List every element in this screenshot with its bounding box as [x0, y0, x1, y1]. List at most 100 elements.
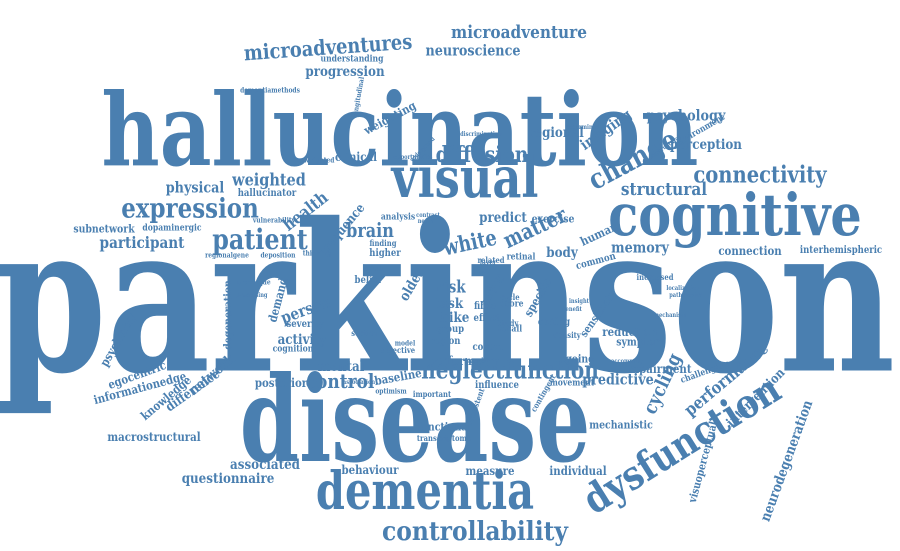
word-model: model [394, 338, 416, 348]
word-belief: belief [354, 275, 382, 286]
word-movement: movement [549, 378, 595, 389]
word-thinking: thinking [302, 248, 332, 258]
word-discrimination: discrimination [460, 131, 502, 138]
word-connection: connection [718, 244, 782, 258]
word-association: association [342, 379, 376, 386]
word-feature: feature [464, 358, 486, 365]
word-controllability: controllability [382, 517, 568, 547]
word-exercise: exercise [531, 212, 575, 226]
word-weighted: weighted [232, 170, 306, 191]
word-neglectfunction: neglectfunction [421, 355, 599, 385]
word-physical: physical [165, 178, 225, 197]
word-effect: effect [473, 313, 501, 324]
word-contrast: contrast [416, 212, 440, 219]
word-memory: memory [611, 238, 669, 257]
word-analysis: analysis [380, 212, 416, 223]
word-related: related [477, 255, 505, 265]
word-fibre: fibre [473, 301, 497, 312]
word-severity: severity [286, 319, 324, 330]
word-bike: bike [440, 310, 470, 326]
word-determined: determined [566, 124, 600, 131]
word-mental: mental [317, 359, 365, 375]
word-processing: processing [236, 292, 268, 299]
word-outdoor: outdoor [472, 355, 500, 365]
word-body: body [546, 245, 578, 261]
word-degeneration: degeneration [221, 280, 235, 350]
word-section: section [351, 328, 379, 338]
word-reduction: reduction [602, 325, 658, 339]
word-participant: participant [99, 233, 185, 252]
word-dopaminergic: dopaminergic [142, 223, 202, 234]
word-perception: perception [670, 137, 742, 153]
word-deposition: deposition [260, 250, 296, 260]
word-hallucination: hallucination [101, 71, 699, 189]
word-adult: adult [364, 263, 384, 273]
word-coding: coding [537, 317, 571, 328]
word-cognitive: cognitive [608, 181, 862, 249]
word-loss: loss [473, 266, 491, 277]
word-mechanism: mechanism [653, 312, 687, 319]
word-layer: layer [479, 257, 497, 267]
word-structural: structural [620, 179, 708, 200]
word-dementiamethods: dementiamethods [240, 85, 300, 95]
word-microadventure: microadventure [451, 22, 587, 43]
word-mechanistic: mechanistic [589, 418, 653, 432]
word-vulnerability: vulnerability [252, 215, 296, 225]
word-measure: measure [465, 464, 515, 478]
word-increased: increased [636, 272, 674, 282]
word-finding: finding [369, 238, 397, 248]
word-macrostructural: macrostructural [107, 430, 201, 444]
word-localization: localization [666, 285, 700, 292]
word-cohort: cohort [472, 342, 504, 353]
word-diffusion: diffusion [435, 142, 529, 168]
word-impairment: impairment [624, 362, 692, 376]
word-neuroscience: neuroscience [425, 41, 521, 60]
word-clinical: clinical [335, 150, 377, 164]
word-hallucinator: hallucinator [237, 188, 297, 199]
word-objective: objective [380, 345, 416, 355]
word-region: region [429, 336, 461, 347]
word-regional: regional [528, 125, 584, 141]
word-questionnaire: questionnaire [181, 471, 275, 487]
word-technique: technique [237, 277, 271, 287]
word-higher: higher [369, 248, 401, 259]
word-insight: insight [568, 298, 590, 305]
word-disease: disease [239, 350, 591, 489]
word-score: score [500, 299, 524, 310]
word-connectivity: connectivity [693, 161, 827, 189]
word-group: group [435, 324, 465, 335]
word-predictive: predictive [582, 370, 654, 389]
word-parkinson: parkinson [0, 179, 896, 420]
word-neural: neural [417, 218, 437, 225]
word-ageing: ageing [559, 352, 595, 366]
word-influence: influence [475, 380, 519, 391]
word-opportunities: opportunities [393, 154, 433, 161]
word-important: important [412, 389, 452, 399]
word-patient: patient [212, 223, 308, 256]
word-retinal: retinal [506, 252, 536, 263]
word-task: task [434, 296, 464, 312]
word-accompany: accompany [611, 358, 643, 365]
word-activity: activity [277, 332, 327, 348]
word-subnetwork: subnetwork [73, 222, 135, 236]
word-study: study [497, 318, 519, 328]
word-transcriptome: transcriptome [416, 433, 472, 443]
word-progression: progression [305, 64, 385, 80]
word-predict: predict [479, 210, 527, 226]
word-density: density [553, 330, 581, 340]
word-visual: visual [391, 145, 539, 211]
word-expression: expression [121, 193, 259, 225]
word-dementia: dementia [315, 461, 535, 522]
word-individual: individual [549, 464, 607, 478]
word-recall: recall [497, 324, 523, 335]
word-upweighted: upweighted [295, 155, 335, 165]
word-optimism: optimism [375, 386, 407, 396]
word-pathological: pathological [669, 292, 705, 299]
word-symptom: symptom [616, 335, 664, 349]
word-risk: risk [436, 277, 466, 298]
word-understanding: understanding [320, 54, 384, 65]
word-cognition: cognition [272, 344, 314, 355]
word-performer: performer [428, 354, 488, 368]
word-behaviour: behaviour [341, 463, 399, 477]
